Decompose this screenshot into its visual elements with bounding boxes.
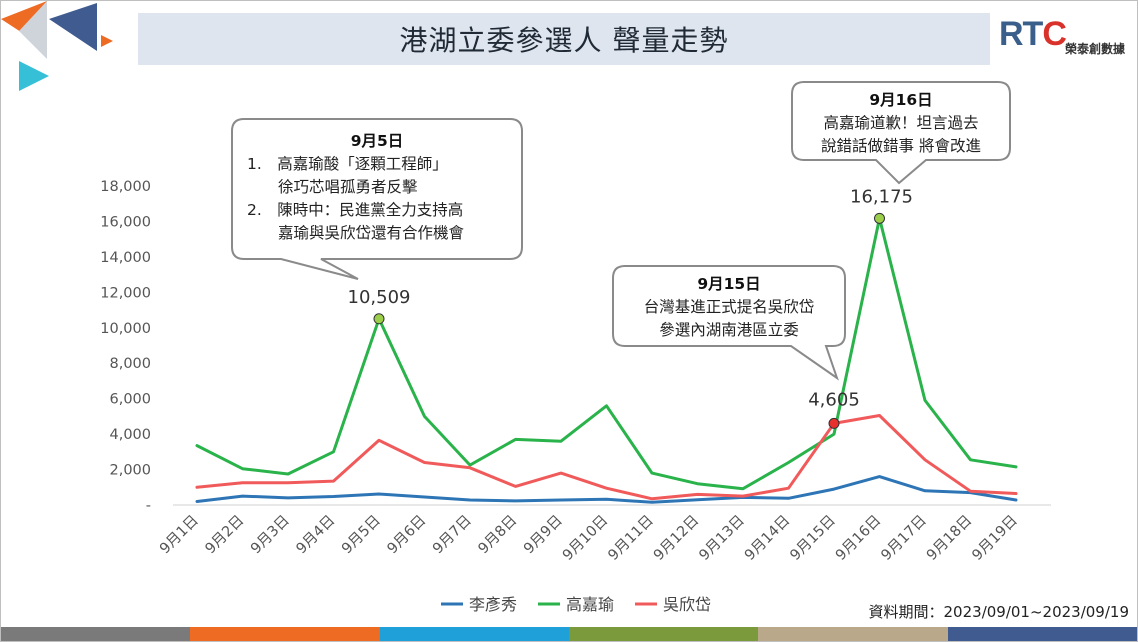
legend-label: 吳欣岱 bbox=[663, 595, 711, 614]
callout-line: 嘉瑜與吳欣岱還有合作機會 bbox=[247, 224, 465, 242]
legend-item: 高嘉瑜 bbox=[538, 595, 614, 614]
deco-navy-triangle bbox=[49, 3, 97, 51]
footer-color-segment bbox=[379, 627, 569, 641]
data-point-marker bbox=[874, 212, 885, 224]
y-tick-label: 2,000 bbox=[109, 463, 151, 479]
y-tick-label: 12,000 bbox=[100, 285, 151, 301]
data-point-marker bbox=[373, 313, 385, 325]
callout-title: 9月16日 bbox=[869, 91, 932, 109]
callout-line: 2. 陳時中：民進黨全力支持高 bbox=[247, 201, 463, 219]
callout-bubble bbox=[231, 118, 523, 280]
x-tick-label: 9月11日 bbox=[605, 513, 656, 564]
x-tick-label: 9月12日 bbox=[651, 513, 702, 564]
y-tick-label: - bbox=[146, 498, 151, 514]
x-tick-label: 9月16日 bbox=[833, 513, 884, 564]
y-tick-label: 14,000 bbox=[100, 250, 151, 266]
x-tick-label: 9月1日 bbox=[157, 513, 202, 558]
footer-color-bar bbox=[1, 627, 1137, 641]
series-line-李彥秀 bbox=[195, 475, 1018, 504]
footer-color-segment bbox=[758, 627, 948, 641]
legend: 李彥秀 高嘉瑜 吳欣岱 bbox=[441, 595, 711, 614]
x-tick-label: 9月5日 bbox=[339, 513, 384, 558]
footer-color-segment bbox=[947, 627, 1137, 641]
data-label: 4,605 bbox=[808, 389, 860, 410]
y-tick-label: 6,000 bbox=[109, 392, 151, 408]
deco-gray-triangle bbox=[19, 1, 47, 59]
x-tick-label: 9月19日 bbox=[969, 513, 1020, 564]
x-tick-label: 9月8日 bbox=[475, 513, 520, 558]
callout-title: 9月15日 bbox=[697, 275, 760, 293]
legend-label: 高嘉瑜 bbox=[566, 595, 614, 614]
marker-layer: 10,509 16,175 4,605 bbox=[348, 186, 913, 429]
deco-cyan-triangle bbox=[19, 61, 49, 91]
title-bar: 港湖立委參選人 聲量走勢 bbox=[138, 13, 990, 65]
y-tick-label: 16,000 bbox=[100, 214, 151, 230]
callout-bubble bbox=[612, 265, 846, 381]
callout-title: 9月5日 bbox=[351, 132, 404, 150]
callout-bubble bbox=[791, 81, 1011, 185]
x-tick-label: 9月7日 bbox=[430, 513, 475, 558]
footer-color-segment bbox=[568, 627, 759, 641]
deco-small-orange-triangle bbox=[101, 35, 113, 47]
company-logo: RTC 榮泰創數據 bbox=[999, 15, 1134, 61]
corner-decoration bbox=[1, 1, 113, 91]
x-tick-label: 9月3日 bbox=[248, 513, 293, 558]
page-title: 港湖立委參選人 聲量走勢 bbox=[399, 24, 729, 57]
data-label: 16,175 bbox=[850, 186, 913, 207]
data-label: 10,509 bbox=[348, 287, 411, 308]
y-tick-label: 8,000 bbox=[109, 356, 151, 372]
footer-color-segment bbox=[190, 627, 380, 641]
legend-label: 李彥秀 bbox=[469, 595, 517, 614]
x-tick-label: 9月17日 bbox=[878, 513, 929, 564]
x-tick-label: 9月9日 bbox=[521, 513, 566, 558]
x-axis: 9月1日 9月2日 9月3日 9月4日 9月5日 9月6日 9月7日 9月8日 9月9日9月10… bbox=[157, 504, 1051, 564]
y-tick-label: 10,000 bbox=[100, 321, 151, 337]
annotation-callout: 9月5日 1. 高嘉瑜酸「逐顆工程師」 徐巧芯唱孤勇者反擊 2. 陳時中：民進黨全力… bbox=[231, 118, 523, 280]
data-point-marker bbox=[828, 417, 840, 429]
x-tick-label: 9月13日 bbox=[696, 513, 747, 564]
legend-item: 吳欣岱 bbox=[635, 595, 711, 614]
logo-text: 榮泰創數據 bbox=[1065, 42, 1126, 56]
y-tick-label: 18,000 bbox=[100, 179, 151, 195]
callout-line: 1. 高嘉瑜酸「逐顆工程師」 bbox=[247, 155, 448, 173]
legend-item: 李彥秀 bbox=[441, 595, 517, 614]
x-tick-label: 9月18日 bbox=[924, 513, 975, 564]
series-line-吳欣岱 bbox=[195, 414, 1018, 501]
y-tick-label: 4,000 bbox=[109, 427, 151, 443]
callout-line: 台灣基進正式提名吳欣岱 bbox=[644, 298, 815, 316]
callout-line: 參選內湖南港區立委 bbox=[659, 321, 799, 339]
data-period-note: 資料期間：2023/09/01~2023/09/19 bbox=[868, 603, 1129, 621]
x-tick-label: 9月6日 bbox=[384, 513, 429, 558]
footer-color-segment bbox=[1, 627, 191, 641]
x-tick-label: 9月15日 bbox=[787, 513, 838, 564]
y-axis: - 2,000 4,000 6,000 8,000 10,000 12,000 14,000 1… bbox=[100, 179, 151, 514]
callout-line: 高嘉瑜道歉！坦言過去 bbox=[823, 114, 978, 132]
callout-line: 說錯話做錯事 將會改進 bbox=[821, 137, 981, 155]
x-tick-label: 9月14日 bbox=[742, 513, 793, 564]
logo-mark: RTC bbox=[999, 15, 1067, 53]
x-tick-label: 9月10日 bbox=[560, 513, 611, 564]
callout-layer: 9月5日 1. 高嘉瑜酸「逐顆工程師」 徐巧芯唱孤勇者反擊 2. 陳時中：民進黨全力… bbox=[231, 81, 1011, 381]
x-tick-label: 9月4日 bbox=[293, 513, 338, 558]
x-tick-label: 9月2日 bbox=[202, 513, 247, 558]
callout-line: 徐巧芯唱孤勇者反擊 bbox=[247, 178, 418, 196]
